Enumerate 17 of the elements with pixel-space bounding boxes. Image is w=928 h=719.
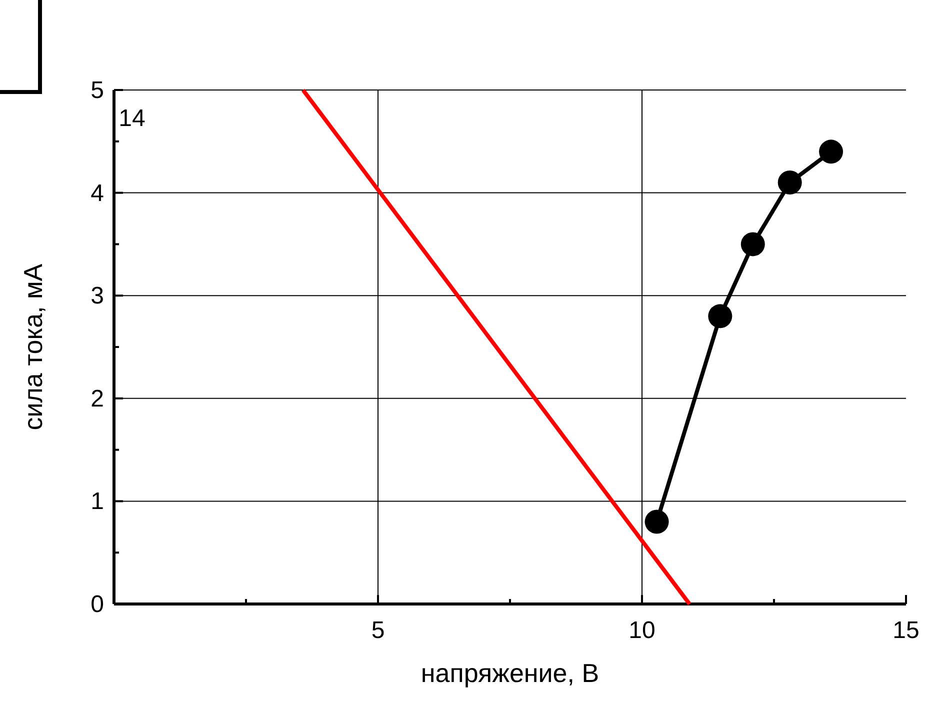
point (708, 304, 732, 328)
point (644, 510, 669, 534)
y-tick-label: 2 (90, 385, 104, 412)
point (740, 232, 765, 256)
y-tick-label: 1 (90, 488, 104, 516)
y-tick-label: 5 (90, 77, 104, 104)
x-tick-label: 15 (892, 617, 920, 644)
x-axis-title: напряжение, В (420, 658, 600, 688)
y-tick-label: 4 (90, 180, 104, 207)
x-tick-label: 5 (371, 617, 385, 644)
y-axis-title: сила тока, мА (18, 263, 48, 430)
annotation: 14 (118, 105, 146, 132)
point (778, 170, 802, 195)
y-tick-label: 0 (90, 591, 104, 618)
y-tick-label: 3 (90, 282, 104, 310)
point (819, 140, 844, 164)
x-tick-label: 10 (628, 617, 656, 644)
